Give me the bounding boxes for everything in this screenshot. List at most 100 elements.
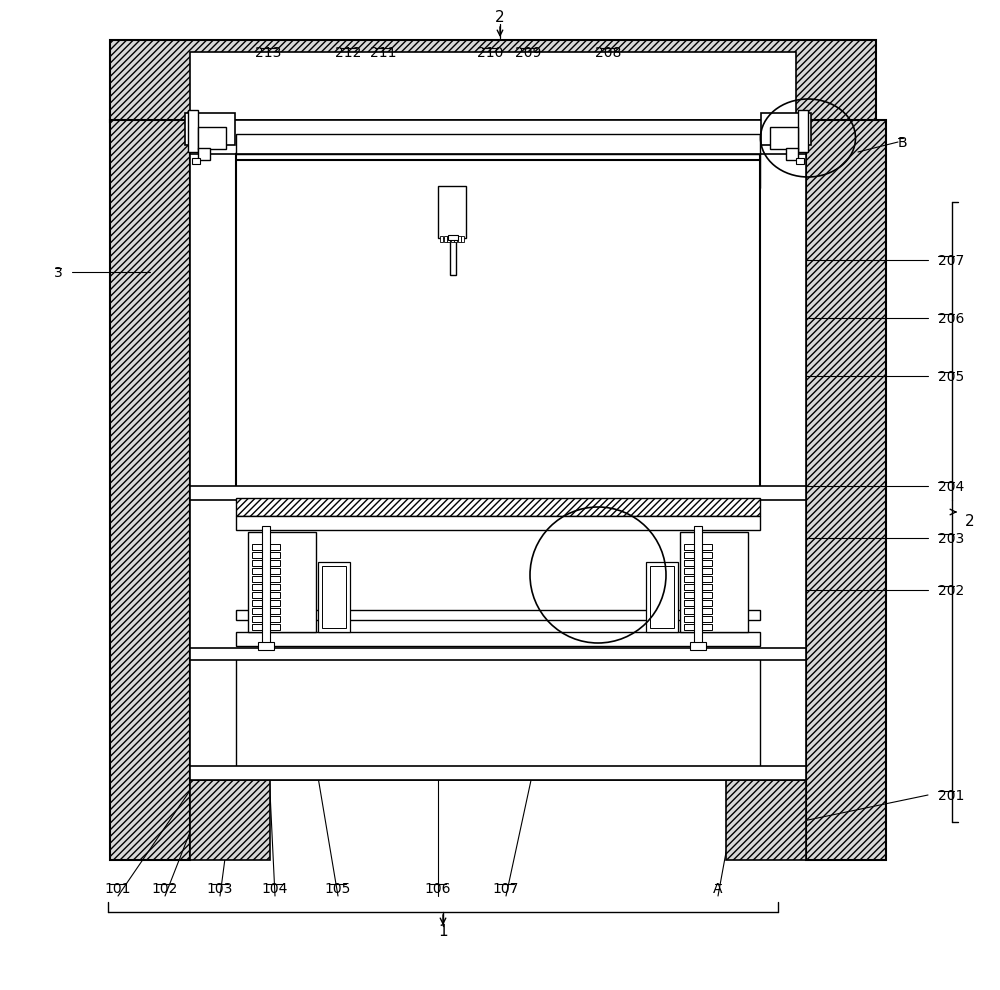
- Bar: [684, 568, 712, 574]
- Bar: [190, 766, 806, 780]
- Bar: [236, 498, 760, 516]
- Bar: [110, 120, 190, 860]
- Bar: [190, 650, 806, 780]
- Text: B: B: [898, 136, 908, 150]
- Bar: [450, 237, 456, 275]
- Bar: [236, 152, 760, 188]
- Text: 3: 3: [54, 266, 62, 280]
- Bar: [684, 544, 712, 550]
- Bar: [252, 560, 280, 566]
- Bar: [786, 148, 798, 160]
- Text: 1: 1: [438, 925, 448, 940]
- Bar: [236, 654, 760, 776]
- Text: 201: 201: [938, 789, 964, 803]
- Text: 212: 212: [335, 46, 361, 60]
- Bar: [252, 608, 280, 614]
- Text: 211: 211: [370, 46, 396, 60]
- Text: 2: 2: [965, 515, 975, 530]
- Bar: [252, 592, 280, 598]
- Bar: [252, 616, 280, 622]
- Text: 213: 213: [255, 46, 281, 60]
- Bar: [454, 236, 457, 242]
- Bar: [684, 608, 712, 614]
- Bar: [236, 154, 760, 498]
- Bar: [188, 110, 198, 152]
- Bar: [322, 566, 346, 628]
- Bar: [798, 110, 808, 152]
- Bar: [318, 562, 350, 632]
- Bar: [770, 127, 798, 149]
- Bar: [110, 40, 876, 122]
- Bar: [684, 576, 712, 582]
- Bar: [684, 584, 712, 590]
- Text: 204: 204: [938, 480, 964, 494]
- Bar: [760, 120, 806, 780]
- Bar: [438, 186, 466, 238]
- Bar: [684, 624, 712, 630]
- Text: 202: 202: [938, 584, 964, 598]
- Bar: [461, 236, 464, 242]
- Bar: [236, 632, 760, 646]
- Bar: [806, 120, 886, 860]
- Text: 103: 103: [207, 882, 233, 896]
- Text: 207: 207: [938, 254, 964, 268]
- Text: 203: 203: [938, 532, 964, 546]
- Bar: [450, 236, 454, 242]
- Bar: [190, 778, 270, 860]
- Bar: [252, 584, 280, 590]
- Bar: [190, 120, 236, 780]
- Bar: [236, 610, 760, 620]
- Bar: [684, 616, 712, 622]
- Bar: [198, 127, 226, 149]
- Text: 205: 205: [938, 370, 964, 384]
- Bar: [252, 544, 280, 550]
- Bar: [444, 236, 446, 242]
- Bar: [684, 600, 712, 606]
- Bar: [192, 158, 200, 164]
- Bar: [440, 236, 443, 242]
- Bar: [650, 566, 674, 628]
- Bar: [236, 516, 760, 530]
- Bar: [684, 552, 712, 558]
- Text: 107: 107: [493, 882, 519, 896]
- Bar: [262, 526, 270, 646]
- Bar: [694, 526, 702, 646]
- Text: 2: 2: [495, 11, 505, 26]
- Bar: [190, 52, 796, 120]
- Bar: [252, 600, 280, 606]
- Bar: [646, 562, 678, 632]
- Text: 209: 209: [515, 46, 541, 60]
- Text: 101: 101: [105, 882, 131, 896]
- Bar: [448, 235, 458, 240]
- Bar: [796, 158, 804, 164]
- Bar: [252, 576, 280, 582]
- Bar: [198, 148, 210, 160]
- Text: 102: 102: [152, 882, 178, 896]
- Bar: [236, 134, 760, 154]
- Bar: [726, 778, 806, 860]
- Bar: [690, 642, 706, 650]
- Text: 106: 106: [425, 882, 451, 896]
- Bar: [248, 532, 316, 632]
- Bar: [252, 568, 280, 574]
- Text: 210: 210: [477, 46, 503, 60]
- Bar: [190, 498, 806, 650]
- Bar: [252, 552, 280, 558]
- Bar: [458, 236, 460, 242]
- Bar: [684, 560, 712, 566]
- Bar: [190, 648, 806, 660]
- Bar: [447, 236, 450, 242]
- Text: 104: 104: [262, 882, 288, 896]
- Bar: [190, 120, 806, 154]
- Bar: [190, 52, 796, 120]
- Bar: [258, 642, 274, 650]
- Bar: [185, 113, 235, 145]
- Bar: [252, 624, 280, 630]
- Bar: [190, 486, 806, 500]
- Bar: [684, 592, 712, 598]
- Text: A: A: [713, 882, 723, 896]
- Text: 208: 208: [595, 46, 621, 60]
- Bar: [680, 532, 748, 632]
- Bar: [761, 113, 811, 145]
- Text: 105: 105: [325, 882, 351, 896]
